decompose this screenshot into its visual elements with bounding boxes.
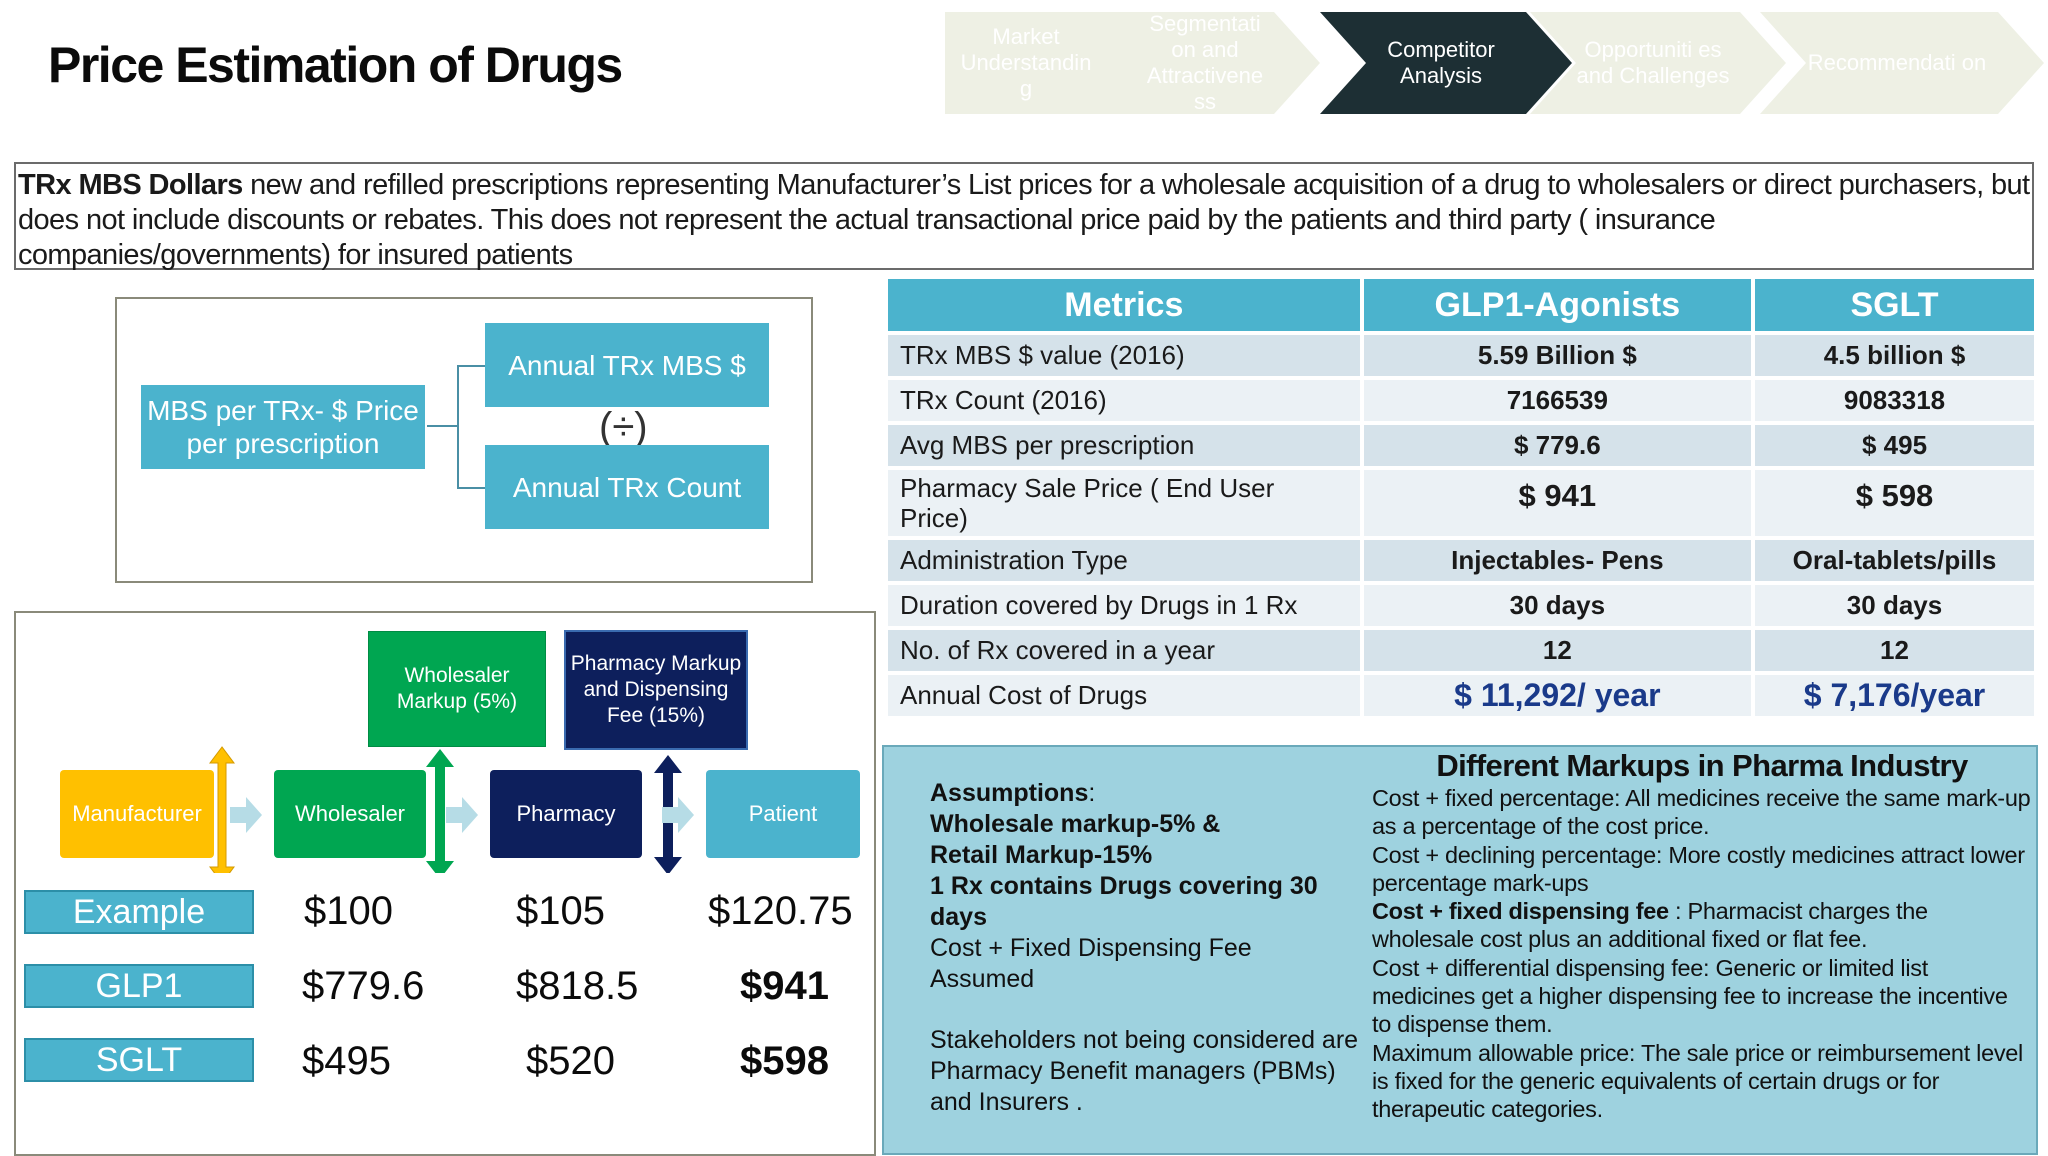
- markups-info-block: Different Markups in Pharma Industry Cos…: [1372, 748, 2032, 1124]
- formula-connector: [427, 425, 459, 427]
- assumptions-block: Assumptions: Wholesale markup-5% & Retai…: [930, 778, 1360, 1118]
- formula-bracket-bottom: [457, 487, 487, 489]
- glp1-annual-cost: $ 11,292/ year: [1363, 675, 1752, 716]
- nav-step-recommendation[interactable]: Recommendati on: [1760, 12, 2044, 114]
- chain-arrows: [209, 746, 694, 873]
- markup-item: Maximum allowable price: The sale price …: [1372, 1039, 2023, 1123]
- row-label-example: Example: [24, 890, 254, 934]
- formula-divide-operator: (÷): [599, 405, 648, 449]
- assumptions-panel: [882, 745, 2038, 1155]
- definition-term: TRx MBS Dollars: [18, 169, 243, 201]
- column-header-metrics: Metrics: [888, 279, 1360, 331]
- glp1-pharmacy-value: $818.5: [516, 964, 639, 1008]
- metric-label: Administration Type: [888, 540, 1360, 581]
- wholesaler-markup-arrow-icon: [426, 749, 454, 873]
- glp1-value: $ 779.6: [1363, 425, 1752, 466]
- column-header-glp1: GLP1-Agonists: [1363, 279, 1752, 331]
- glp1-value: 30 days: [1363, 585, 1752, 626]
- formula-bracket: [457, 365, 459, 489]
- table-row: No. of Rx covered in a year 12 12: [888, 630, 2034, 671]
- table-row: Avg MBS per prescription $ 779.6 $ 495: [888, 425, 2034, 466]
- metric-label: Pharmacy Sale Price ( End User Price): [888, 470, 1360, 536]
- assumptions-heading-colon: :: [1088, 779, 1096, 807]
- markup-item: Cost + differential dispensing fee: Gene…: [1372, 954, 2008, 1038]
- markup-item: Cost + declining percentage: More costly…: [1372, 841, 2025, 896]
- glp1-value: 5.59 Billion $: [1363, 335, 1752, 376]
- table-row: TRx Count (2016) 7166539 9083318: [888, 380, 2034, 421]
- pharmacy-node: Pharmacy: [490, 770, 642, 858]
- markups-heading: Different Markups in Pharma Industry: [1436, 748, 1968, 783]
- sglt-value: Oral-tablets/pills: [1755, 540, 2034, 581]
- formula-bracket-top: [457, 365, 487, 367]
- assumption-line: Retail Markup-15%: [930, 841, 1153, 869]
- row-label-glp1: GLP1: [24, 964, 254, 1008]
- markup-item: Cost + fixed dispensing fee : Pharmacist…: [1372, 898, 1928, 953]
- example-pharmacy-value: $105: [516, 889, 605, 933]
- sglt-wholesaler-value: $495: [302, 1039, 391, 1083]
- table-row: Annual Cost of Drugs $ 11,292/ year $ 7,…: [888, 675, 2034, 716]
- formula-numerator-box: Annual TRx MBS $: [485, 323, 769, 407]
- sglt-value: $ 598: [1755, 470, 2034, 536]
- sglt-value: 4.5 billion $: [1755, 335, 2034, 376]
- pharmacy-markup-box: Pharmacy Markup and Dispensing Fee (15%): [564, 630, 748, 750]
- wholesaler-markup-box: Wholesaler Markup (5%): [368, 631, 546, 747]
- table-row: Administration Type Injectables- Pens Or…: [888, 540, 2034, 581]
- definition-box: TRx MBS Dollars new and refilled prescri…: [14, 162, 2034, 271]
- metric-label: No. of Rx covered in a year: [888, 630, 1360, 671]
- column-header-sglt: SGLT: [1755, 279, 2034, 331]
- example-wholesaler-value: $100: [304, 889, 393, 933]
- sglt-annual-cost: $ 7,176/year: [1755, 675, 2034, 716]
- assumption-line: Wholesale markup-5% &: [930, 810, 1221, 838]
- right-arrow-icon-3: [662, 797, 694, 833]
- table-row: TRx MBS $ value (2016) 5.59 Billion $ 4.…: [888, 335, 2034, 376]
- metric-label: TRx Count (2016): [888, 380, 1360, 421]
- formula-result-box: MBS per TRx- $ Price per prescription: [141, 385, 425, 469]
- right-arrow-icon-2: [446, 797, 478, 833]
- glp1-value: 7166539: [1363, 380, 1752, 421]
- wholesaler-node: Wholesaler: [274, 770, 426, 858]
- definition-text: new and refilled prescriptions represent…: [18, 169, 2030, 271]
- glp1-patient-value: $941: [740, 964, 829, 1008]
- assumption-line: 1 Rx contains Drugs covering 30 days: [930, 872, 1318, 931]
- formula-diagram: MBS per TRx- $ Price per prescription An…: [115, 297, 813, 583]
- stakeholders-note: Stakeholders not being considered are Ph…: [930, 1026, 1359, 1116]
- sglt-value: 30 days: [1755, 585, 2034, 626]
- assumptions-heading: Assumptions: [930, 779, 1089, 807]
- patient-node: Patient: [706, 770, 860, 858]
- table-header-row: Metrics GLP1-Agonists SGLT: [888, 279, 2034, 331]
- glp1-value: Injectables- Pens: [1363, 540, 1752, 581]
- glp1-value: 12: [1363, 630, 1752, 671]
- metric-label: Annual Cost of Drugs: [888, 675, 1360, 716]
- sglt-value: $ 495: [1755, 425, 2034, 466]
- manufacturer-markup-arrow-icon: [209, 746, 235, 873]
- glp1-value: $ 941: [1363, 470, 1752, 536]
- nav-step-market-understanding[interactable]: Market Understandin g: [945, 12, 1147, 114]
- example-patient-value: $120.75: [708, 889, 853, 933]
- supply-chain-diagram: Wholesaler Markup (5%) Pharmacy Markup a…: [14, 611, 876, 1156]
- metric-label: TRx MBS $ value (2016): [888, 335, 1360, 376]
- page-title: Price Estimation of Drugs: [48, 37, 623, 93]
- table-row: Duration covered by Drugs in 1 Rx 30 day…: [888, 585, 2034, 626]
- manufacturer-node: Manufacturer: [60, 770, 214, 858]
- metrics-table: Metrics GLP1-Agonists SGLT TRx MBS $ val…: [884, 275, 2038, 720]
- sglt-value: 12: [1755, 630, 2034, 671]
- row-label-sglt: SGLT: [24, 1038, 254, 1082]
- table-row: Pharmacy Sale Price ( End User Price) $ …: [888, 470, 2034, 536]
- glp1-wholesaler-value: $779.6: [302, 964, 425, 1008]
- metric-label: Avg MBS per prescription: [888, 425, 1360, 466]
- assumption-line: Cost + Fixed Dispensing Fee Assumed: [930, 934, 1252, 993]
- metric-label: Duration covered by Drugs in 1 Rx: [888, 585, 1360, 626]
- right-arrow-icon-1: [230, 797, 262, 833]
- formula-denominator-box: Annual TRx Count: [485, 445, 769, 529]
- sglt-value: 9083318: [1755, 380, 2034, 421]
- sglt-pharmacy-value: $520: [526, 1039, 615, 1083]
- markup-item: Cost + fixed percentage: All medicines r…: [1372, 785, 2031, 840]
- sglt-patient-value: $598: [740, 1039, 829, 1083]
- nav-step-competitor-analysis[interactable]: Competitor Analysis: [1320, 12, 1572, 114]
